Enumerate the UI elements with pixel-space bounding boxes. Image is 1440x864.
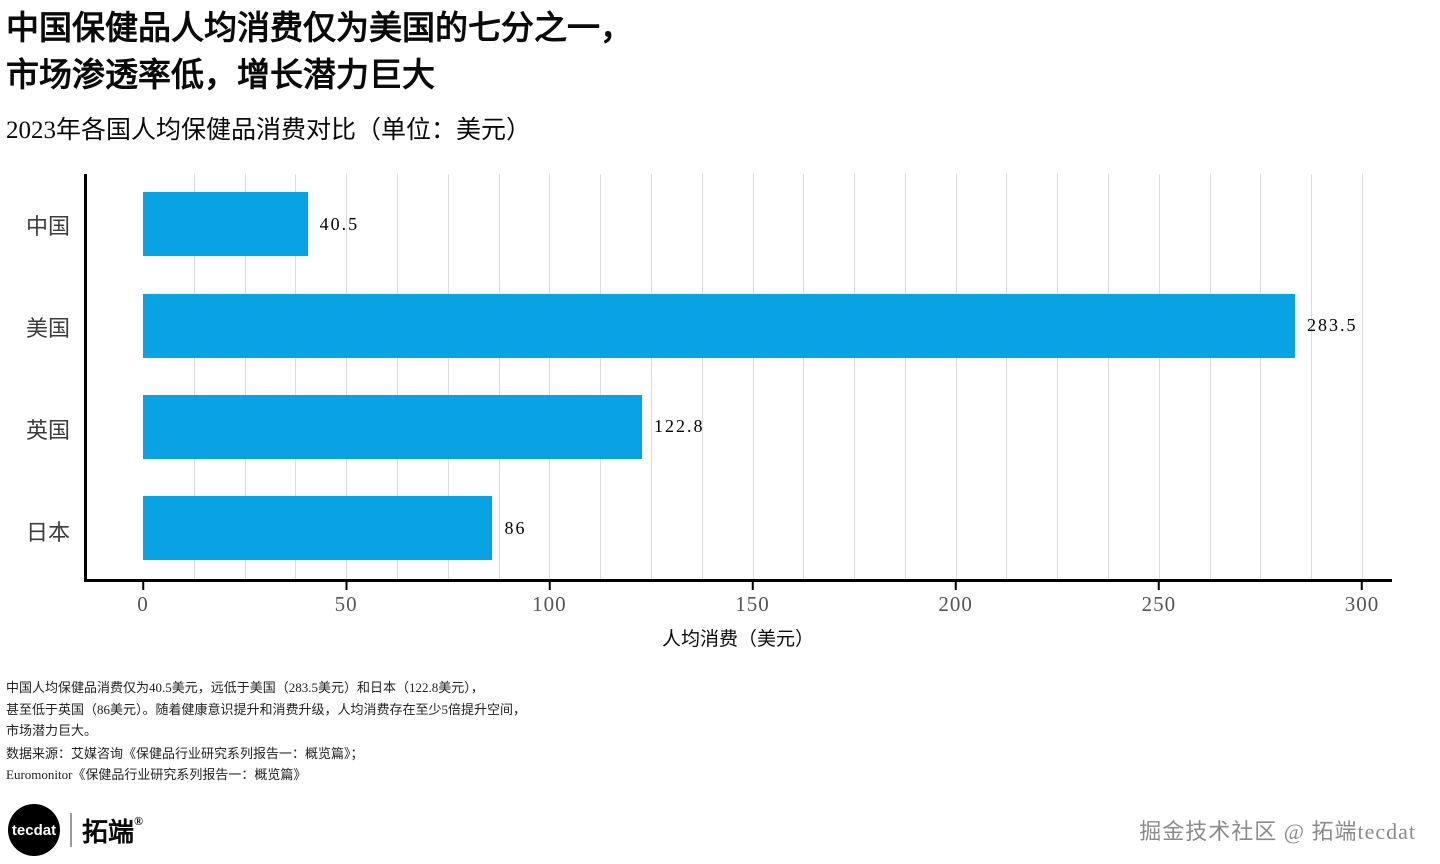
bar-value-label: 86 — [504, 517, 527, 538]
x-tick-mark — [345, 581, 348, 590]
x-tick: 150 — [735, 581, 770, 617]
gridline — [600, 173, 602, 579]
bar-chart: 中国美国英国日本 40.5 283.5 122.8 86 — [0, 173, 1392, 582]
gridline — [295, 173, 297, 579]
gridline — [1108, 173, 1110, 579]
x-tick: 250 — [1141, 581, 1177, 617]
x-tick: 100 — [532, 581, 567, 617]
data-source: 数据来源：艾媒咨询《保健品行业研究系列报告一：概览篇》； Euromonitor… — [0, 742, 1440, 786]
plot-inner: 40.5 283.5 122.8 86 — [143, 173, 1363, 579]
bar-row: 122.8 — [143, 376, 1362, 477]
gridline — [854, 173, 856, 579]
y-axis-label: 中国 — [25, 213, 70, 239]
bar — [143, 394, 642, 459]
logo-divider — [70, 813, 72, 847]
gridline — [1311, 173, 1313, 579]
bar-value-label: 40.5 — [319, 213, 360, 234]
x-axis-title: 人均消费（美元） — [661, 628, 814, 650]
x-tick-mark — [1157, 581, 1160, 590]
x-tick-label: 250 — [1141, 591, 1177, 616]
gridline — [447, 173, 449, 579]
x-tick: 300 — [1344, 581, 1380, 617]
footer: tecdat 拓端 ® 掘金技术社区 @ 拓端tecdat — [0, 804, 1440, 856]
y-axis-label: 英国 — [25, 417, 70, 443]
bar-row: 86 — [143, 477, 1362, 578]
y-axis-label: 日本 — [25, 519, 70, 545]
chart-title-line1: 中国保健品人均消费仅为美国的七分之一， — [6, 11, 633, 47]
gridline — [701, 173, 703, 579]
source-line1: 数据来源：艾媒咨询《保健品行业研究系列报告一：概览篇》； — [6, 746, 364, 762]
gridline — [549, 173, 551, 579]
chart-notes: 中国人均保健品消费仅为40.5美元，远低于美国（283.5美元）和日本（122.… — [0, 651, 1440, 742]
bar-rows: 40.5 283.5 122.8 86 — [143, 174, 1362, 579]
bar-row: 283.5 — [143, 275, 1362, 376]
gridline — [904, 173, 906, 579]
x-ticks: 0 50 100 150 200 250 300 — [137, 581, 1378, 622]
chart-title-line2: 市场渗透率低，增长潜力巨大 — [6, 57, 435, 94]
gridline — [193, 173, 195, 579]
gridlines — [143, 173, 1363, 579]
x-tick: 0 — [137, 581, 149, 617]
gridline — [955, 173, 957, 579]
logo-brand-text: 拓端 — [82, 817, 135, 847]
tecdat-logo: tecdat 拓端 ® — [8, 804, 143, 856]
y-axis-labels: 中国 美国 英国 日本 — [0, 174, 84, 582]
x-tick-mark — [751, 581, 754, 590]
bar-row: 40.5 — [143, 174, 1362, 275]
gridline — [244, 173, 246, 579]
x-tick-mark — [954, 581, 957, 590]
tecdat-logo-circle: tecdat — [8, 804, 60, 856]
x-tick-mark — [1361, 581, 1363, 590]
x-tick: 200 — [938, 581, 973, 617]
bar — [143, 293, 1295, 358]
gridline — [1209, 173, 1211, 579]
chart-subtitle: 2023年各国人均保健品消费对比（单位：美元） — [6, 116, 532, 144]
x-tick-mark — [142, 581, 144, 590]
x-axis: 0 50 100 150 200 250 300 — [84, 581, 1392, 622]
gridline — [396, 173, 398, 579]
gridline — [1006, 173, 1008, 579]
source-line2: Euromonitor《保健品行业研究系列报告一：概览篇》 — [6, 767, 307, 782]
y-axis-label: 美国 — [25, 315, 70, 341]
bar — [143, 192, 308, 257]
gridline — [803, 173, 805, 579]
gridline — [1158, 173, 1160, 579]
gridline — [1057, 173, 1059, 579]
note-line1: 中国人均保健品消费仅为40.5美元，远低于美国（283.5美元）和日本（122.… — [6, 679, 484, 695]
gridline — [752, 173, 754, 579]
x-tick-label: 200 — [938, 591, 973, 616]
x-tick-label: 150 — [735, 591, 770, 616]
note-line2: 甚至低于英国（86美元）。随着健康意识提升和消费升级，人均消费存在至少5倍提升空… — [6, 701, 527, 717]
chart-title: 中国保健品人均消费仅为美国的七分之一， 市场渗透率低，增长潜力巨大 — [0, 0, 1440, 100]
x-tick-label: 100 — [532, 591, 567, 616]
gridline — [498, 173, 500, 579]
gridline — [1260, 173, 1262, 579]
x-tick-label: 50 — [334, 591, 358, 616]
x-tick-label: 0 — [137, 591, 149, 616]
note-line3: 市场潜力巨大。 — [6, 723, 98, 739]
watermark: 掘金技术社区 @ 拓端tecdat — [1139, 819, 1416, 844]
bar-value-label: 122.8 — [653, 416, 705, 437]
logo-brand: 拓端 ® — [82, 812, 143, 849]
x-tick-label: 300 — [1344, 591, 1380, 616]
registered-mark: ® — [134, 813, 143, 828]
bar — [143, 496, 493, 561]
x-tick-mark — [548, 581, 551, 590]
gridline — [1362, 173, 1363, 579]
bar-value-label: 283.5 — [1306, 315, 1358, 336]
x-tick: 50 — [334, 581, 358, 617]
plot-area: 40.5 283.5 122.8 86 — [84, 173, 1392, 582]
gridline — [346, 173, 348, 579]
gridline — [650, 173, 652, 579]
